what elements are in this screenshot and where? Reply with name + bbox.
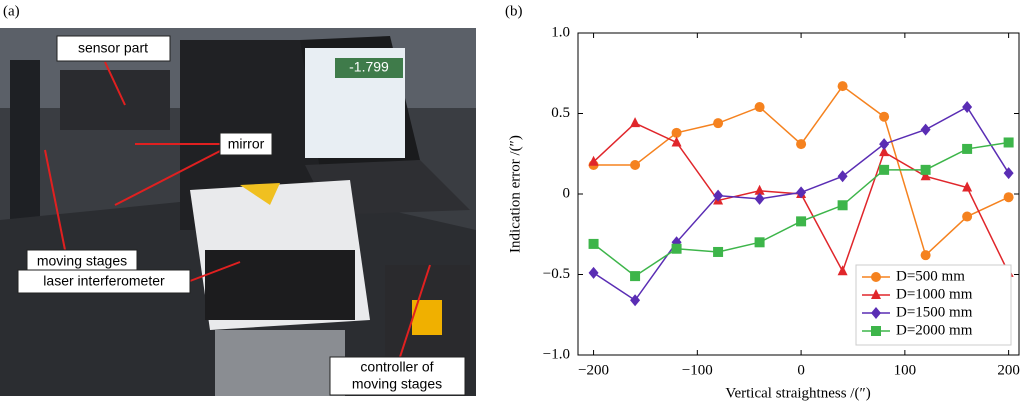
x-tick-label: −100: [682, 362, 713, 378]
legend-marker: [871, 326, 881, 336]
y-tick-label: −0.5: [543, 266, 570, 282]
point: [630, 160, 641, 171]
legend-label: D=1000 mm: [896, 286, 973, 302]
x-tick-label: 0: [797, 362, 805, 378]
photo: -1.799: [0, 28, 476, 396]
series-line: [593, 141, 1009, 278]
point: [588, 238, 599, 249]
point: [879, 146, 890, 157]
point: [837, 81, 848, 92]
point: [920, 123, 931, 136]
point: [837, 170, 848, 183]
annotation: laser interferometer: [43, 273, 165, 289]
legend-marker: [871, 289, 881, 299]
point: [713, 189, 724, 202]
point: [1003, 167, 1014, 180]
point: [671, 127, 682, 138]
point: [962, 211, 973, 222]
point: [837, 200, 848, 211]
point: [1003, 137, 1014, 148]
screen-reading: -1.799: [349, 59, 389, 75]
point: [754, 184, 765, 195]
annotation: sensor part: [78, 40, 148, 56]
panel-label: (b): [505, 3, 523, 19]
point: [879, 164, 890, 175]
point: [879, 138, 890, 151]
legend-marker: [871, 272, 881, 282]
panel-label: (a): [3, 3, 20, 19]
point: [671, 243, 682, 254]
point: [713, 118, 724, 129]
legend-marker: [871, 307, 881, 319]
point: [630, 271, 641, 282]
point: [796, 216, 807, 227]
x-axis-label: Vertical straightness /(″): [725, 385, 870, 401]
point: [962, 101, 973, 114]
annotations: sensor part mirror moving stages laser i…: [17, 35, 466, 396]
annotation: mirror: [228, 136, 265, 152]
point: [796, 139, 807, 150]
point: [920, 170, 931, 181]
point: [920, 250, 931, 261]
point: [754, 237, 765, 248]
legend-label: D=1500 mm: [896, 304, 973, 320]
point: [754, 102, 765, 113]
point: [962, 181, 973, 192]
point: [879, 111, 890, 122]
annotation: moving stages: [37, 253, 127, 269]
legend-label: D=2000 mm: [896, 322, 973, 338]
x-tick-label: 200: [997, 362, 1020, 378]
point: [713, 246, 724, 257]
point: [837, 265, 848, 276]
point: [796, 186, 807, 199]
legend-label: D=500 mm: [896, 268, 965, 284]
y-tick-label: 0.5: [551, 105, 570, 121]
point: [630, 117, 641, 128]
series-line: [593, 85, 1009, 257]
point: [588, 266, 599, 279]
point: [630, 294, 641, 307]
point: [920, 164, 931, 175]
x-tick-label: 100: [894, 362, 917, 378]
annotation: moving stages: [352, 376, 442, 392]
x-tick-label: −200: [578, 362, 609, 378]
annotation: controller of: [360, 359, 433, 375]
point: [671, 136, 682, 147]
y-tick-label: 0: [563, 185, 571, 201]
point: [588, 155, 599, 166]
y-axis-label: Indication error /(″): [507, 135, 523, 253]
point: [754, 192, 765, 205]
point: [962, 143, 973, 154]
y-tick-label: −1.0: [543, 346, 570, 362]
point: [1003, 192, 1014, 203]
y-tick-label: 1.0: [551, 24, 570, 40]
